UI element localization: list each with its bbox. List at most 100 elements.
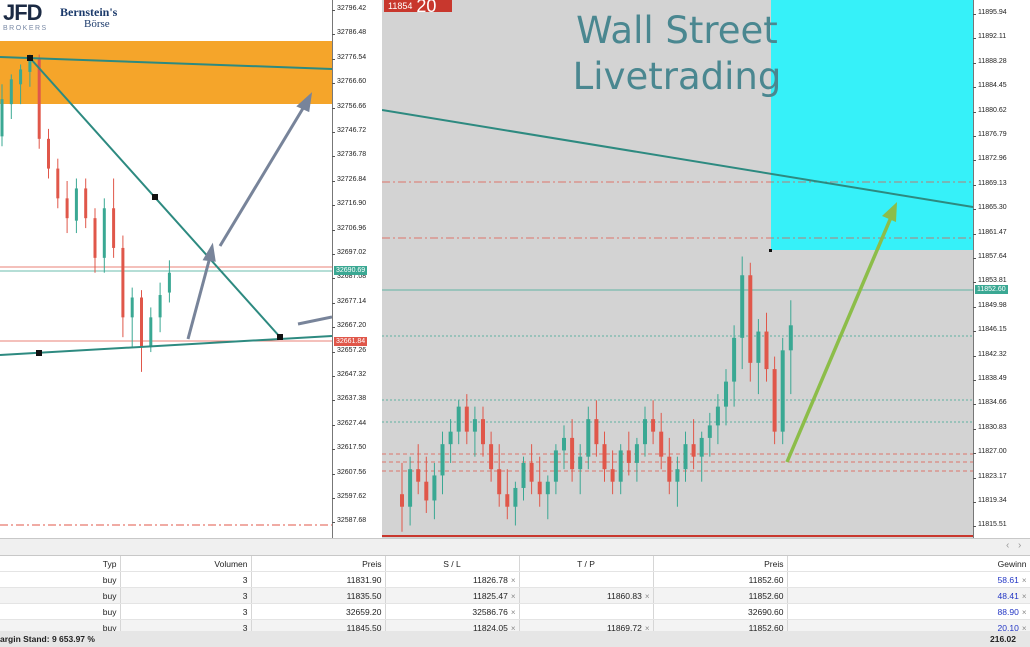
current-price-value: 11852.60	[748, 574, 784, 585]
close-icon[interactable]: ×	[1021, 575, 1027, 585]
close-icon[interactable]: ×	[510, 591, 516, 601]
candle-body	[102, 208, 106, 258]
axis-tick-label: 11830.83	[973, 423, 1007, 431]
right-chart-canvas	[382, 0, 973, 537]
close-icon[interactable]: ×	[510, 623, 516, 633]
candle-body	[748, 275, 753, 363]
stop-loss-value: 11824.05	[473, 622, 508, 633]
close-icon[interactable]: ×	[644, 591, 650, 601]
candle-body	[65, 198, 69, 219]
left-price-chart[interactable]: JFD BROKERS Bernstein's Börse	[0, 0, 332, 538]
axis-tick-label: 32776.54	[331, 53, 367, 61]
candle-body	[562, 437, 566, 451]
close-icon[interactable]: ×	[644, 623, 650, 633]
stop-loss-cell[interactable]: 11825.47 ×	[385, 587, 520, 604]
candle-body	[19, 69, 23, 85]
column-header[interactable]: Preis	[653, 556, 788, 572]
column-header[interactable]: Typ	[0, 556, 121, 572]
candle-body	[643, 419, 647, 445]
candle-body	[472, 419, 477, 432]
current-price-tag: 32690.69	[334, 266, 368, 275]
candle-body	[545, 481, 550, 495]
candle-body	[732, 337, 737, 382]
candle-body	[149, 317, 153, 348]
candle-body	[529, 462, 534, 482]
open-price-cell: 11831.90	[251, 571, 386, 588]
candle-body	[634, 444, 639, 463]
candle-body	[121, 247, 125, 318]
axis-tick-label: 11861.47	[973, 228, 1007, 236]
take-profit-cell[interactable]: 11860.83 ×	[519, 587, 654, 604]
right-price-axis[interactable]: 11895.94 11892.11 11888.28 11884.45 11880.62…	[972, 0, 1030, 538]
column-header[interactable]: S / L	[385, 556, 520, 572]
table-row[interactable]: buy 3 11831.90 11826.78 × 11852.60 58.61 ×	[0, 571, 1030, 588]
axis-tick-label: 11834.66	[973, 399, 1007, 407]
open-price-cell: 32659.20	[251, 603, 386, 620]
take-profit-value: 11869.72	[607, 622, 642, 633]
candle-body	[513, 487, 518, 507]
axis-tick-label: 32637.38	[331, 395, 367, 403]
stop-loss-cell[interactable]: 11826.78 ×	[385, 571, 520, 588]
close-icon[interactable]: ×	[1021, 607, 1027, 617]
stop-loss-cell[interactable]: 32586.76 ×	[385, 603, 520, 620]
candle-body	[93, 218, 97, 258]
target-zone	[771, 0, 973, 250]
arrow-head	[202, 242, 216, 262]
axis-tick-label: 11895.94	[973, 9, 1007, 16]
left-price-axis[interactable]: 32796.42 32786.48 32776.54 32766.60 32756.66…	[331, 0, 383, 538]
candle-body	[651, 419, 656, 432]
account-footer: argin Stand: 9 653.97 % 216.02	[0, 631, 1030, 647]
trendline-anchor	[277, 334, 283, 340]
close-icon[interactable]: ×	[1021, 591, 1027, 601]
position-volume-value: 3	[242, 574, 248, 585]
column-header[interactable]: Gewinn	[787, 556, 1030, 572]
candle-body	[505, 494, 510, 507]
axis-tick-label: 32657.26	[331, 346, 367, 354]
trendline-down	[382, 109, 973, 208]
axis-tick-label: 11880.62	[973, 106, 1007, 114]
candle-body	[497, 469, 502, 495]
price-badge-main: 11854	[388, 1, 413, 11]
total-profit: 216.02	[990, 634, 1016, 644]
close-icon[interactable]: ×	[1021, 623, 1027, 633]
column-header[interactable]: Volumen	[120, 556, 252, 572]
arrow-gray	[218, 104, 307, 247]
axis-tick-label: 32617.50	[331, 444, 367, 452]
take-profit-cell[interactable]	[519, 571, 654, 588]
scroll-left-icon[interactable]: ‹	[1006, 540, 1010, 551]
column-header[interactable]: Preis	[251, 556, 386, 572]
open-price-value: 11845.50	[346, 622, 382, 633]
stop-loss-value: 11825.47	[473, 590, 508, 601]
position-volume-value: 3	[242, 590, 248, 601]
open-price-value: 32659.20	[346, 606, 382, 617]
candle-body	[764, 331, 769, 370]
left-candles	[0, 54, 171, 372]
right-price-chart[interactable]: Wall Street Livetrading	[382, 0, 973, 538]
candle-body	[683, 444, 688, 470]
axis-tick-label: 11823.17	[973, 472, 1007, 480]
horizontal-scrollbar[interactable]: ‹ ›	[0, 538, 1030, 556]
chart-title: Wall Street Livetrading	[382, 8, 972, 100]
table-row[interactable]: buy 3 11835.50 11825.47 × 11860.83 × 11852.60 48…	[0, 587, 1030, 604]
axis-tick-label: 32597.62	[331, 493, 367, 500]
candle-body	[586, 419, 591, 457]
arrow-head	[296, 92, 313, 113]
jfd-wordmark: JFD	[3, 0, 43, 25]
candle-body	[667, 456, 672, 482]
candle-body	[408, 469, 413, 507]
table-row[interactable]: buy 3 32659.20 32586.76 × 32690.60 88.90 ×	[0, 603, 1030, 620]
axis-tick-label: 11888.28	[973, 57, 1007, 65]
current-price-cell: 32690.60	[653, 603, 788, 620]
axis-tick-label: 32716.90	[331, 200, 367, 208]
close-icon[interactable]: ×	[510, 575, 516, 585]
candle-body	[140, 297, 143, 348]
table-header-row: Typ Volumen Preis S / L T / P Preis Gewi…	[0, 556, 1030, 572]
margin-level-label: argin Stand: 9 653.97 %	[0, 634, 95, 644]
current-price-value: 11852.60	[748, 590, 784, 601]
scroll-right-icon[interactable]: ›	[1018, 540, 1022, 551]
column-header[interactable]: T / P	[519, 556, 654, 572]
candle-body	[553, 450, 558, 482]
close-icon[interactable]: ×	[510, 607, 516, 617]
current-price-tag: 32661.84	[334, 337, 368, 346]
take-profit-cell[interactable]	[519, 603, 654, 620]
